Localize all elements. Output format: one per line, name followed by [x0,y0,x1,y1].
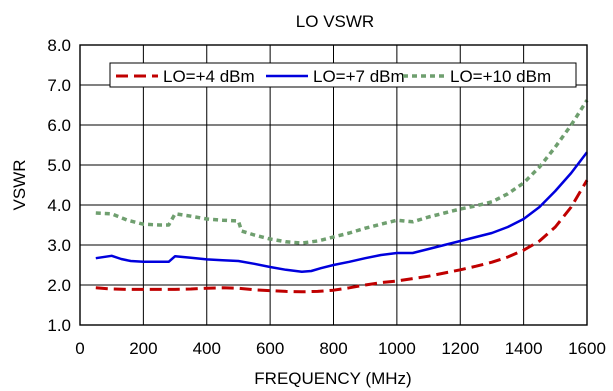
y-tick-label: 7.0 [47,76,71,95]
x-tick-label: 0 [75,339,84,358]
y-tick-label: 3.0 [47,236,71,255]
x-axis-label: FREQUENCY (MHz) [254,369,411,388]
chart-title: LO VSWR [296,12,374,31]
plot-frame [79,44,588,326]
legend-label-lo-plus4: LO=+4 dBm [163,67,255,86]
tick-labels: 1.0 2.0 3.0 4.0 5.0 6.0 7.0 8.0 0 200 400 600 800 100… [47,36,606,358]
legend-label-lo-plus10: LO=+10 dBm [450,67,551,86]
legend-label-lo-plus7: LO=+7 dBm [313,67,405,86]
series-line-1 [95,179,589,294]
x-tick-label: 600 [256,339,284,358]
y-axis-label: VSWR [10,160,29,211]
y-tick-label: 6.0 [47,116,71,135]
y-tick-label: 5.0 [47,156,71,175]
legend: LO=+4 dBm LO=+7 dBm LO=+10 dBm [109,62,577,88]
x-tick-label: 200 [129,339,157,358]
x-tick-label: 800 [319,339,347,358]
x-tick-label: 1200 [441,339,479,358]
x-tick-label: 1400 [505,339,543,358]
x-tick-label: 1000 [378,339,416,358]
x-tick-label: 400 [193,339,221,358]
series-line-2 [95,151,588,274]
y-tick-label: 4.0 [47,196,71,215]
x-tick-label: 1600 [568,339,606,358]
y-tick-label: 2.0 [47,276,71,295]
series-group [95,99,589,294]
grid [80,45,587,325]
legend-box [109,62,577,88]
series-line-3 [95,99,589,245]
y-tick-label: 1.0 [47,316,71,335]
y-tick-label: 8.0 [47,36,71,55]
